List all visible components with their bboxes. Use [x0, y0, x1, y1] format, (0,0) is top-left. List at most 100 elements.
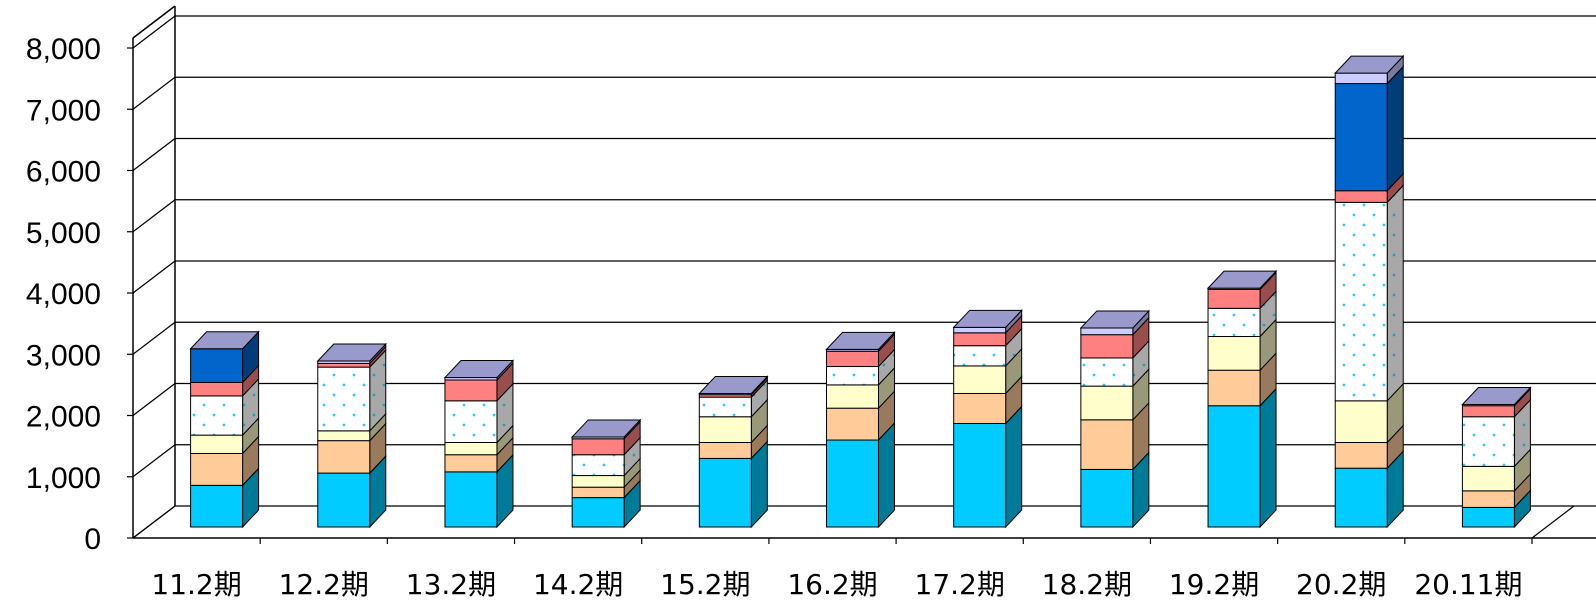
- bar-segment: [1207, 369, 1261, 407]
- bars: [189, 54, 1532, 529]
- bar-stack-15.2期: [698, 375, 769, 529]
- bar-segment: [1080, 385, 1134, 421]
- x-category-label: 19.2期: [1169, 568, 1259, 601]
- bar-segment: [190, 348, 244, 383]
- bar-segment: [1461, 416, 1515, 467]
- bar-segment: [190, 434, 244, 454]
- bar-segment-side: [1386, 184, 1404, 403]
- bar-segment: [826, 366, 879, 386]
- x-category-label: 18.2期: [1042, 568, 1132, 601]
- bar-segment: [1207, 405, 1261, 528]
- bar-segment: [1334, 441, 1388, 469]
- bar-segment: [1334, 201, 1388, 402]
- bar-top-face: [825, 331, 896, 350]
- bar-segment: [571, 486, 625, 499]
- bar-stack-20.11期: [1461, 386, 1532, 529]
- bar-stack-18.2期: [1079, 309, 1151, 529]
- gridline-side: [132, 76, 176, 110]
- bar-segment: [698, 457, 752, 528]
- bar-segment: [953, 422, 1007, 528]
- bar-segment: [571, 497, 625, 528]
- bar-segment: [317, 430, 371, 442]
- bar-segment: [1334, 467, 1388, 528]
- bar-segment: [190, 395, 244, 436]
- bar-top-face: [316, 343, 387, 362]
- y-tick-label: 7,000: [26, 94, 101, 127]
- bar-stack-12.2期: [316, 342, 387, 529]
- gridline-side: [132, 138, 176, 171]
- bar-stack-17.2期: [952, 309, 1023, 529]
- bar-segment: [1334, 190, 1388, 203]
- x-category-label: 20.11期: [1414, 568, 1522, 601]
- bar-top-face: [189, 331, 260, 350]
- bar-segment: [444, 454, 498, 473]
- bar-segment: [1080, 334, 1134, 359]
- bar-segment: [826, 384, 879, 409]
- gridline-side: [132, 260, 176, 294]
- bar-segment: [953, 326, 1007, 334]
- bar-segment-side: [878, 421, 895, 529]
- x-category-label: 12.2期: [279, 568, 369, 601]
- bar-top-face: [1461, 387, 1532, 405]
- bar-segment: [444, 441, 498, 456]
- x-axis-labels: 11.2期 12.2期 13.2期 14.2期 15.2期 16.2期 17.2期 18.2期…: [151, 568, 1522, 601]
- gridline-side: [132, 383, 176, 416]
- bar-segment: [1080, 419, 1134, 470]
- x-category-label: 14.2期: [533, 568, 623, 601]
- x-category-label: 17.2期: [915, 568, 1005, 601]
- bar-stack-13.2期: [443, 359, 515, 529]
- bar-stack-11.2期: [189, 330, 260, 529]
- bar-segment: [317, 362, 371, 368]
- gridline-side: [132, 199, 176, 233]
- bar-segment: [190, 453, 244, 486]
- bar-segment: [317, 366, 371, 432]
- gridline-side: [132, 505, 176, 539]
- bar-top-face: [443, 360, 515, 379]
- bar-stack-16.2期: [825, 331, 896, 529]
- side-wall-top-edge: [132, 5, 176, 39]
- bar-segment-side: [1259, 387, 1277, 529]
- bar-top-face: [570, 419, 642, 438]
- bar-segment: [826, 407, 879, 441]
- bar-segment-side: [1005, 405, 1023, 529]
- y-axis-ticks: 0 1,000 2,000 3,000 4,000 5,000 6,000 7,000 8,00…: [26, 33, 101, 556]
- y-tick-label: 8,000: [26, 33, 101, 66]
- bar-segment: [826, 439, 879, 528]
- bar-segment: [1080, 357, 1134, 387]
- bar-segment: [1207, 288, 1261, 309]
- bar-segment: [1080, 468, 1134, 528]
- bar-top-face: [698, 375, 769, 394]
- y-tick-label: 4,000: [26, 278, 101, 311]
- bar-top-face: [952, 309, 1023, 328]
- bar-stack-19.2期: [1206, 269, 1278, 529]
- y-tick-label: 6,000: [26, 156, 101, 189]
- gridline-side: [132, 321, 176, 355]
- gridline-side: [132, 444, 176, 478]
- y-tick-label: 1,000: [26, 462, 101, 495]
- x-category-label: 13.2期: [406, 568, 496, 601]
- bar-segment: [953, 345, 1007, 367]
- bar-segment: [698, 396, 752, 418]
- bar-segment: [1334, 83, 1388, 192]
- bar-segment: [571, 475, 625, 488]
- bar-segment: [698, 416, 752, 443]
- bar-stack-20.2期: [1334, 54, 1405, 529]
- bar-stack-14.2期: [570, 418, 642, 529]
- bar-segment: [1461, 506, 1515, 528]
- x-category-label: 16.2期: [787, 568, 877, 601]
- bar-segment: [953, 332, 1007, 347]
- bar-segment: [444, 471, 498, 528]
- y-tick-label: 3,000: [26, 339, 101, 372]
- bar-segment-side: [1386, 65, 1404, 192]
- y-tick-label: 0: [84, 523, 101, 556]
- bar-segment: [1207, 307, 1261, 338]
- bar-segment: [571, 438, 625, 456]
- bar-segment: [698, 441, 752, 459]
- bar-segment: [1461, 490, 1515, 508]
- bar-segment: [190, 484, 244, 528]
- bar-segment: [190, 381, 244, 397]
- x-category-label: 20.2期: [1296, 568, 1386, 601]
- bar-segment: [1461, 405, 1515, 418]
- bar-segment: [953, 392, 1007, 424]
- floor-right-edge: [1531, 505, 1575, 539]
